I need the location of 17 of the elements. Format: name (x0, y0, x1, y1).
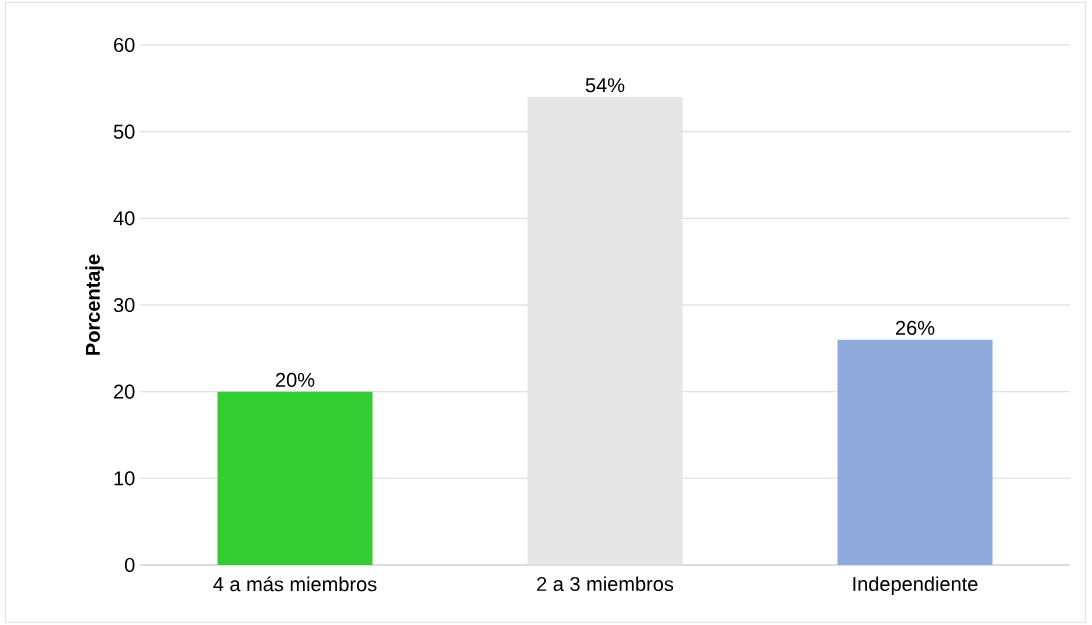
y-tick-label: 50 (113, 124, 135, 139)
x-tick-label: Independiente (853, 576, 978, 596)
x-tick-label: 4 a más miembros (213, 576, 377, 592)
data-label: 20% (275, 372, 315, 387)
y-tick-label: 30 (113, 297, 135, 313)
bar (527, 97, 683, 565)
y-tick-label: 60 (114, 37, 135, 53)
y-tick-label: 10 (114, 471, 135, 486)
data-label: 54% (585, 78, 625, 93)
data-label: 26% (896, 320, 935, 335)
y-tick-label: 40 (113, 211, 135, 226)
y-tick-label: 20 (114, 384, 135, 399)
x-tick-label: 2 a 3 miembros (537, 576, 674, 592)
y-axis-title: Porcentaje (85, 254, 104, 355)
y-tick-label: 0 (124, 557, 135, 573)
bar (837, 339, 993, 565)
bar (217, 391, 373, 565)
